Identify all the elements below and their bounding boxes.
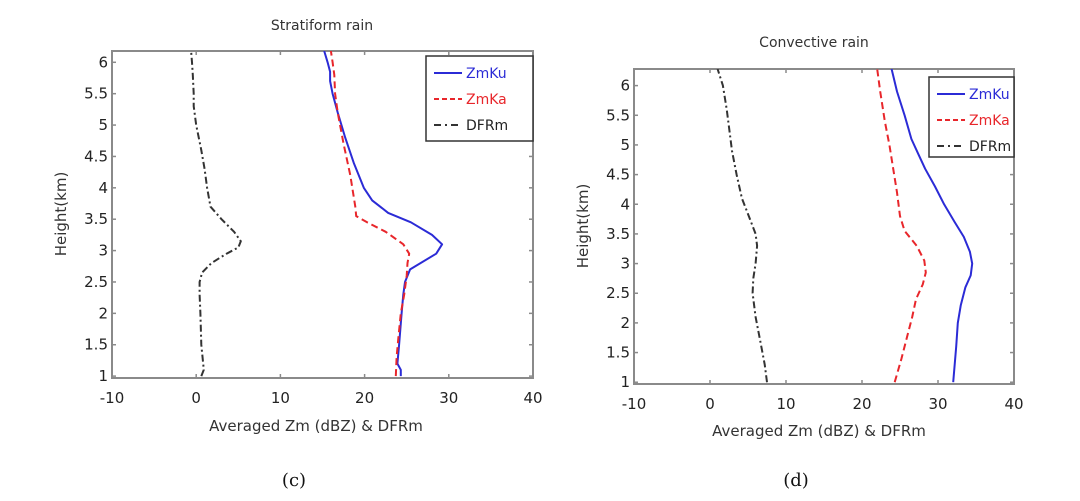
- y-tick-label: 2.5: [84, 273, 108, 291]
- chart-panel-convective: Convective rain -10 0 10 20 30 40 1 1.5 2 2.5 3 3.5…: [574, 35, 1024, 491]
- y-tick-label: 3.5: [84, 210, 108, 228]
- series-line-dfrm: [716, 69, 768, 383]
- x-tick-label: 10: [776, 395, 795, 413]
- y-tick-label: 2: [98, 304, 108, 322]
- x-tick-label: 0: [705, 395, 715, 413]
- series-line-zmka: [329, 51, 411, 377]
- legend: ZmKu ZmKa DFRm: [425, 55, 534, 142]
- chart-title: Convective rain: [759, 35, 869, 51]
- x-tick-label: 30: [928, 395, 947, 413]
- plot-area: -10 0 10 20 30 4011.522.533.544.555.56ZmKuZmK…: [606, 68, 1024, 413]
- legend-box: [425, 55, 534, 142]
- x-tick-label: 40: [523, 389, 542, 407]
- y-axis-label: Height(km): [574, 184, 592, 269]
- panel-caption: (d): [783, 470, 809, 491]
- x-tick-label: 30: [439, 389, 458, 407]
- x-tick-label: -10: [622, 395, 647, 413]
- x-tick-label: 10: [271, 389, 290, 407]
- y-tick-label: 6: [620, 77, 630, 95]
- series-line-zmku: [323, 51, 444, 377]
- x-tick-label: 0: [191, 389, 201, 407]
- y-tick-label: 5: [98, 116, 108, 134]
- legend-label: ZmKa: [969, 113, 1010, 129]
- legend-label: ZmKu: [466, 66, 507, 82]
- y-tick-label: 5.5: [606, 106, 630, 124]
- legend: ZmKu ZmKa DFRm: [928, 76, 1015, 158]
- series-line-zmku: [890, 69, 974, 383]
- y-tick-label: 4.5: [84, 147, 108, 165]
- chart-title: Stratiform rain: [271, 18, 373, 34]
- x-tick-label: 20: [355, 389, 374, 407]
- y-tick-label: 4.5: [606, 166, 630, 184]
- y-tick-label: 4: [98, 179, 108, 197]
- x-tick-label: -10: [100, 389, 125, 407]
- x-axis-label: Averaged Zm (dBZ) & DFRm: [712, 422, 926, 440]
- y-tick-label: 1: [98, 367, 108, 385]
- y-tick-label: 3: [98, 242, 108, 260]
- y-tick-label: 4: [620, 195, 630, 213]
- legend-label: ZmKa: [466, 92, 507, 108]
- chart-panel-stratiform: Stratiform rain -10 0 10 20 30 40 1 1.5 2 2.5 3 3.5…: [52, 18, 543, 491]
- series-line-zmka: [876, 69, 927, 383]
- legend-label: DFRm: [466, 118, 508, 134]
- x-tick-label: 20: [852, 395, 871, 413]
- x-axis-label: Averaged Zm (dBZ) & DFRm: [209, 417, 423, 435]
- y-tick-label: 1: [620, 373, 630, 391]
- y-axis-label: Height(km): [52, 172, 70, 257]
- y-tick-label: 2.5: [606, 284, 630, 302]
- y-tick-label: 2: [620, 314, 630, 332]
- series-line-dfrm: [190, 51, 242, 377]
- y-tick-label: 1.5: [84, 336, 108, 354]
- plot-area: -10 0 10 20 30 4011.522.533.544.555.56ZmKuZmK…: [84, 50, 543, 407]
- y-tick-label: 1.5: [606, 344, 630, 362]
- legend-label: ZmKu: [969, 87, 1010, 103]
- y-tick-label: 3.5: [606, 225, 630, 243]
- legend-box: [928, 76, 1015, 158]
- x-tick-label: 40: [1004, 395, 1023, 413]
- y-tick-label: 5.5: [84, 85, 108, 103]
- y-tick-label: 5: [620, 136, 630, 154]
- y-tick-label: 3: [620, 255, 630, 273]
- y-tick-label: 6: [98, 53, 108, 71]
- panel-caption: (c): [282, 470, 306, 491]
- legend-label: DFRm: [969, 139, 1011, 155]
